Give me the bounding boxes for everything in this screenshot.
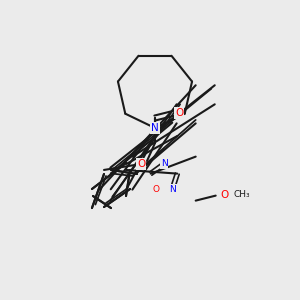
Text: N: N bbox=[151, 123, 159, 133]
Text: O: O bbox=[152, 185, 159, 194]
Text: O: O bbox=[137, 159, 145, 169]
Text: O: O bbox=[175, 108, 183, 118]
Text: CH₃: CH₃ bbox=[234, 190, 250, 199]
Text: N: N bbox=[160, 159, 167, 168]
Text: O: O bbox=[220, 190, 229, 200]
Text: N: N bbox=[169, 185, 175, 194]
